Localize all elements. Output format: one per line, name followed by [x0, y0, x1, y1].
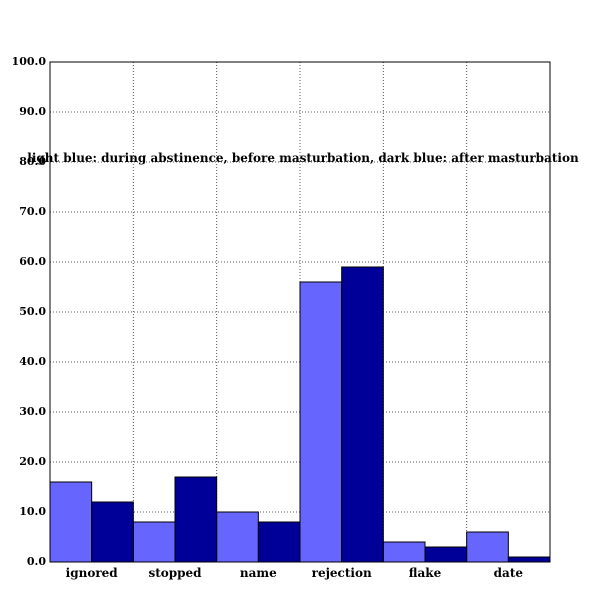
bar-ignored-series-2	[91, 501, 134, 563]
bar-stopped-series-1	[132, 521, 176, 563]
y-tick-label: 80.0	[19, 155, 46, 168]
y-tick-label: 40.0	[19, 355, 46, 368]
bar-flake-series-2	[424, 546, 468, 563]
x-tick-label: flake	[409, 566, 442, 580]
y-tick-label: 100.0	[12, 55, 47, 68]
y-tick-label: 60.0	[19, 255, 46, 268]
y-tick-labels: 0.0 10.0 20.0 30.0 40.0 50.0 60.0 70.0 80.0 90.0 1…	[12, 55, 47, 568]
bar-flake-series-1	[382, 541, 426, 563]
bar-stopped-series-2	[174, 476, 218, 563]
bar-ignored-series-1	[49, 481, 93, 563]
x-tick-label: name	[240, 566, 277, 580]
bars	[49, 266, 551, 563]
plot-frame	[49, 61, 551, 563]
y-tick-label: 10.0	[19, 505, 46, 518]
y-tick-label: 50.0	[19, 305, 46, 318]
bar-date-series-1	[466, 531, 509, 563]
x-tick-labels: ignored stopped name rejection flake date	[66, 566, 524, 580]
bar-date-series-2	[507, 556, 551, 563]
y-tick-label: 70.0	[19, 205, 46, 218]
y-tick-label: 0.0	[27, 555, 46, 568]
bar-rejection-series-2	[341, 266, 384, 563]
x-tick-label: rejection	[312, 566, 372, 580]
y-tick-label: 30.0	[19, 405, 46, 418]
y-tick-label: 20.0	[19, 455, 46, 468]
bar-name-series-1	[216, 511, 259, 563]
x-tick-label: ignored	[66, 566, 119, 580]
chart-annotation: light blue: during abstinence, before ma…	[27, 151, 579, 165]
x-tick-label: date	[494, 566, 524, 580]
bar-name-series-2	[257, 521, 301, 563]
y-tick-label: 90.0	[19, 105, 46, 118]
x-tick-label: stopped	[148, 566, 202, 580]
bar-rejection-series-1	[299, 281, 343, 563]
